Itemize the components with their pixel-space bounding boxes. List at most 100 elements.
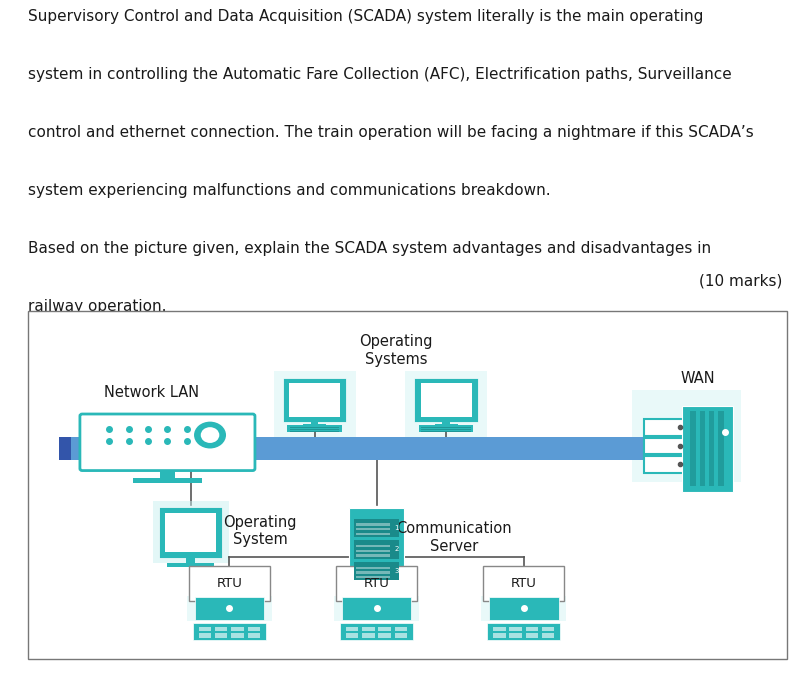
Bar <box>644 419 686 436</box>
Bar <box>644 456 686 473</box>
Bar <box>363 633 375 637</box>
Bar <box>435 424 458 427</box>
Text: WAN: WAN <box>680 371 715 387</box>
Bar <box>356 550 390 552</box>
Text: railway operation.: railway operation. <box>28 299 167 314</box>
Bar <box>395 633 407 637</box>
Bar <box>356 523 390 526</box>
Text: 1: 1 <box>394 525 399 531</box>
Bar <box>165 513 216 552</box>
Bar <box>192 623 266 639</box>
Bar <box>303 424 326 427</box>
FancyBboxPatch shape <box>189 566 270 602</box>
Text: Operating
System: Operating System <box>224 515 297 548</box>
Bar <box>187 596 272 621</box>
Bar <box>356 576 390 579</box>
Bar <box>59 437 71 460</box>
Text: RTU: RTU <box>217 577 242 590</box>
Bar <box>354 562 399 581</box>
Text: Operating
Systems: Operating Systems <box>359 334 432 366</box>
Circle shape <box>201 427 219 443</box>
Bar <box>290 431 339 432</box>
Bar <box>481 596 566 621</box>
Bar <box>311 420 319 426</box>
Bar <box>709 412 714 486</box>
Bar <box>493 627 505 631</box>
Bar <box>422 429 471 430</box>
Bar <box>690 412 696 486</box>
Text: Communication
Server: Communication Server <box>397 521 512 554</box>
Bar <box>422 431 471 432</box>
Bar <box>59 437 686 460</box>
Bar <box>247 633 260 637</box>
Bar <box>354 518 399 537</box>
FancyBboxPatch shape <box>406 371 487 437</box>
Bar <box>356 546 390 548</box>
Bar <box>422 427 471 428</box>
Text: RTU: RTU <box>363 577 389 590</box>
Bar <box>509 627 521 631</box>
Text: system in controlling the Automatic Fare Collection (AFC), Electrification paths: system in controlling the Automatic Fare… <box>28 67 732 82</box>
Bar <box>632 389 740 482</box>
Bar <box>395 627 407 631</box>
Bar <box>442 420 450 426</box>
FancyBboxPatch shape <box>283 378 346 422</box>
Bar <box>199 627 211 631</box>
Bar <box>526 633 538 637</box>
Bar <box>356 567 390 569</box>
Bar <box>195 597 264 620</box>
FancyBboxPatch shape <box>483 566 564 602</box>
Bar <box>215 633 227 637</box>
Bar <box>334 596 419 621</box>
FancyBboxPatch shape <box>337 566 417 602</box>
Bar <box>526 627 538 631</box>
Bar <box>542 627 554 631</box>
FancyBboxPatch shape <box>414 378 478 422</box>
Bar <box>489 597 559 620</box>
Bar <box>379 627 391 631</box>
Bar <box>167 562 214 567</box>
Text: (10 marks): (10 marks) <box>699 274 783 289</box>
Bar <box>356 554 390 557</box>
Bar <box>379 633 391 637</box>
Bar <box>700 412 705 486</box>
Circle shape <box>193 420 227 450</box>
Text: 3: 3 <box>394 568 399 574</box>
Bar <box>356 571 390 574</box>
Bar <box>493 633 505 637</box>
FancyBboxPatch shape <box>152 502 229 562</box>
Bar <box>542 633 554 637</box>
Text: Based on the picture given, explain the SCADA system advantages and disadvantage: Based on the picture given, explain the … <box>28 241 711 256</box>
Bar <box>354 540 399 558</box>
Bar <box>419 425 474 433</box>
Text: Supervisory Control and Data Acquisition (SCADA) system literally is the main op: Supervisory Control and Data Acquisition… <box>28 9 704 24</box>
Bar <box>290 427 339 428</box>
FancyBboxPatch shape <box>273 371 356 437</box>
Bar <box>231 633 244 637</box>
Text: Network LAN: Network LAN <box>105 385 200 400</box>
Text: control and ethernet connection. The train operation will be facing a nightmare : control and ethernet connection. The tra… <box>28 125 754 140</box>
Bar <box>215 627 227 631</box>
Bar <box>186 557 195 564</box>
Bar <box>487 623 560 639</box>
Bar <box>421 383 472 416</box>
Bar <box>363 627 375 631</box>
Text: system experiencing malfunctions and communications breakdown.: system experiencing malfunctions and com… <box>28 183 551 198</box>
Bar <box>718 412 723 486</box>
Bar <box>199 633 211 637</box>
Bar <box>289 383 340 416</box>
Bar <box>356 528 390 531</box>
Bar <box>132 478 202 483</box>
Bar <box>231 627 244 631</box>
Bar <box>247 627 260 631</box>
Bar <box>287 425 341 433</box>
Bar <box>346 633 358 637</box>
Bar <box>160 470 175 479</box>
Bar <box>290 429 339 430</box>
Bar <box>509 633 521 637</box>
Bar <box>644 437 686 454</box>
Bar <box>341 597 411 620</box>
FancyBboxPatch shape <box>80 414 255 470</box>
Bar <box>356 533 390 535</box>
Bar <box>346 627 358 631</box>
